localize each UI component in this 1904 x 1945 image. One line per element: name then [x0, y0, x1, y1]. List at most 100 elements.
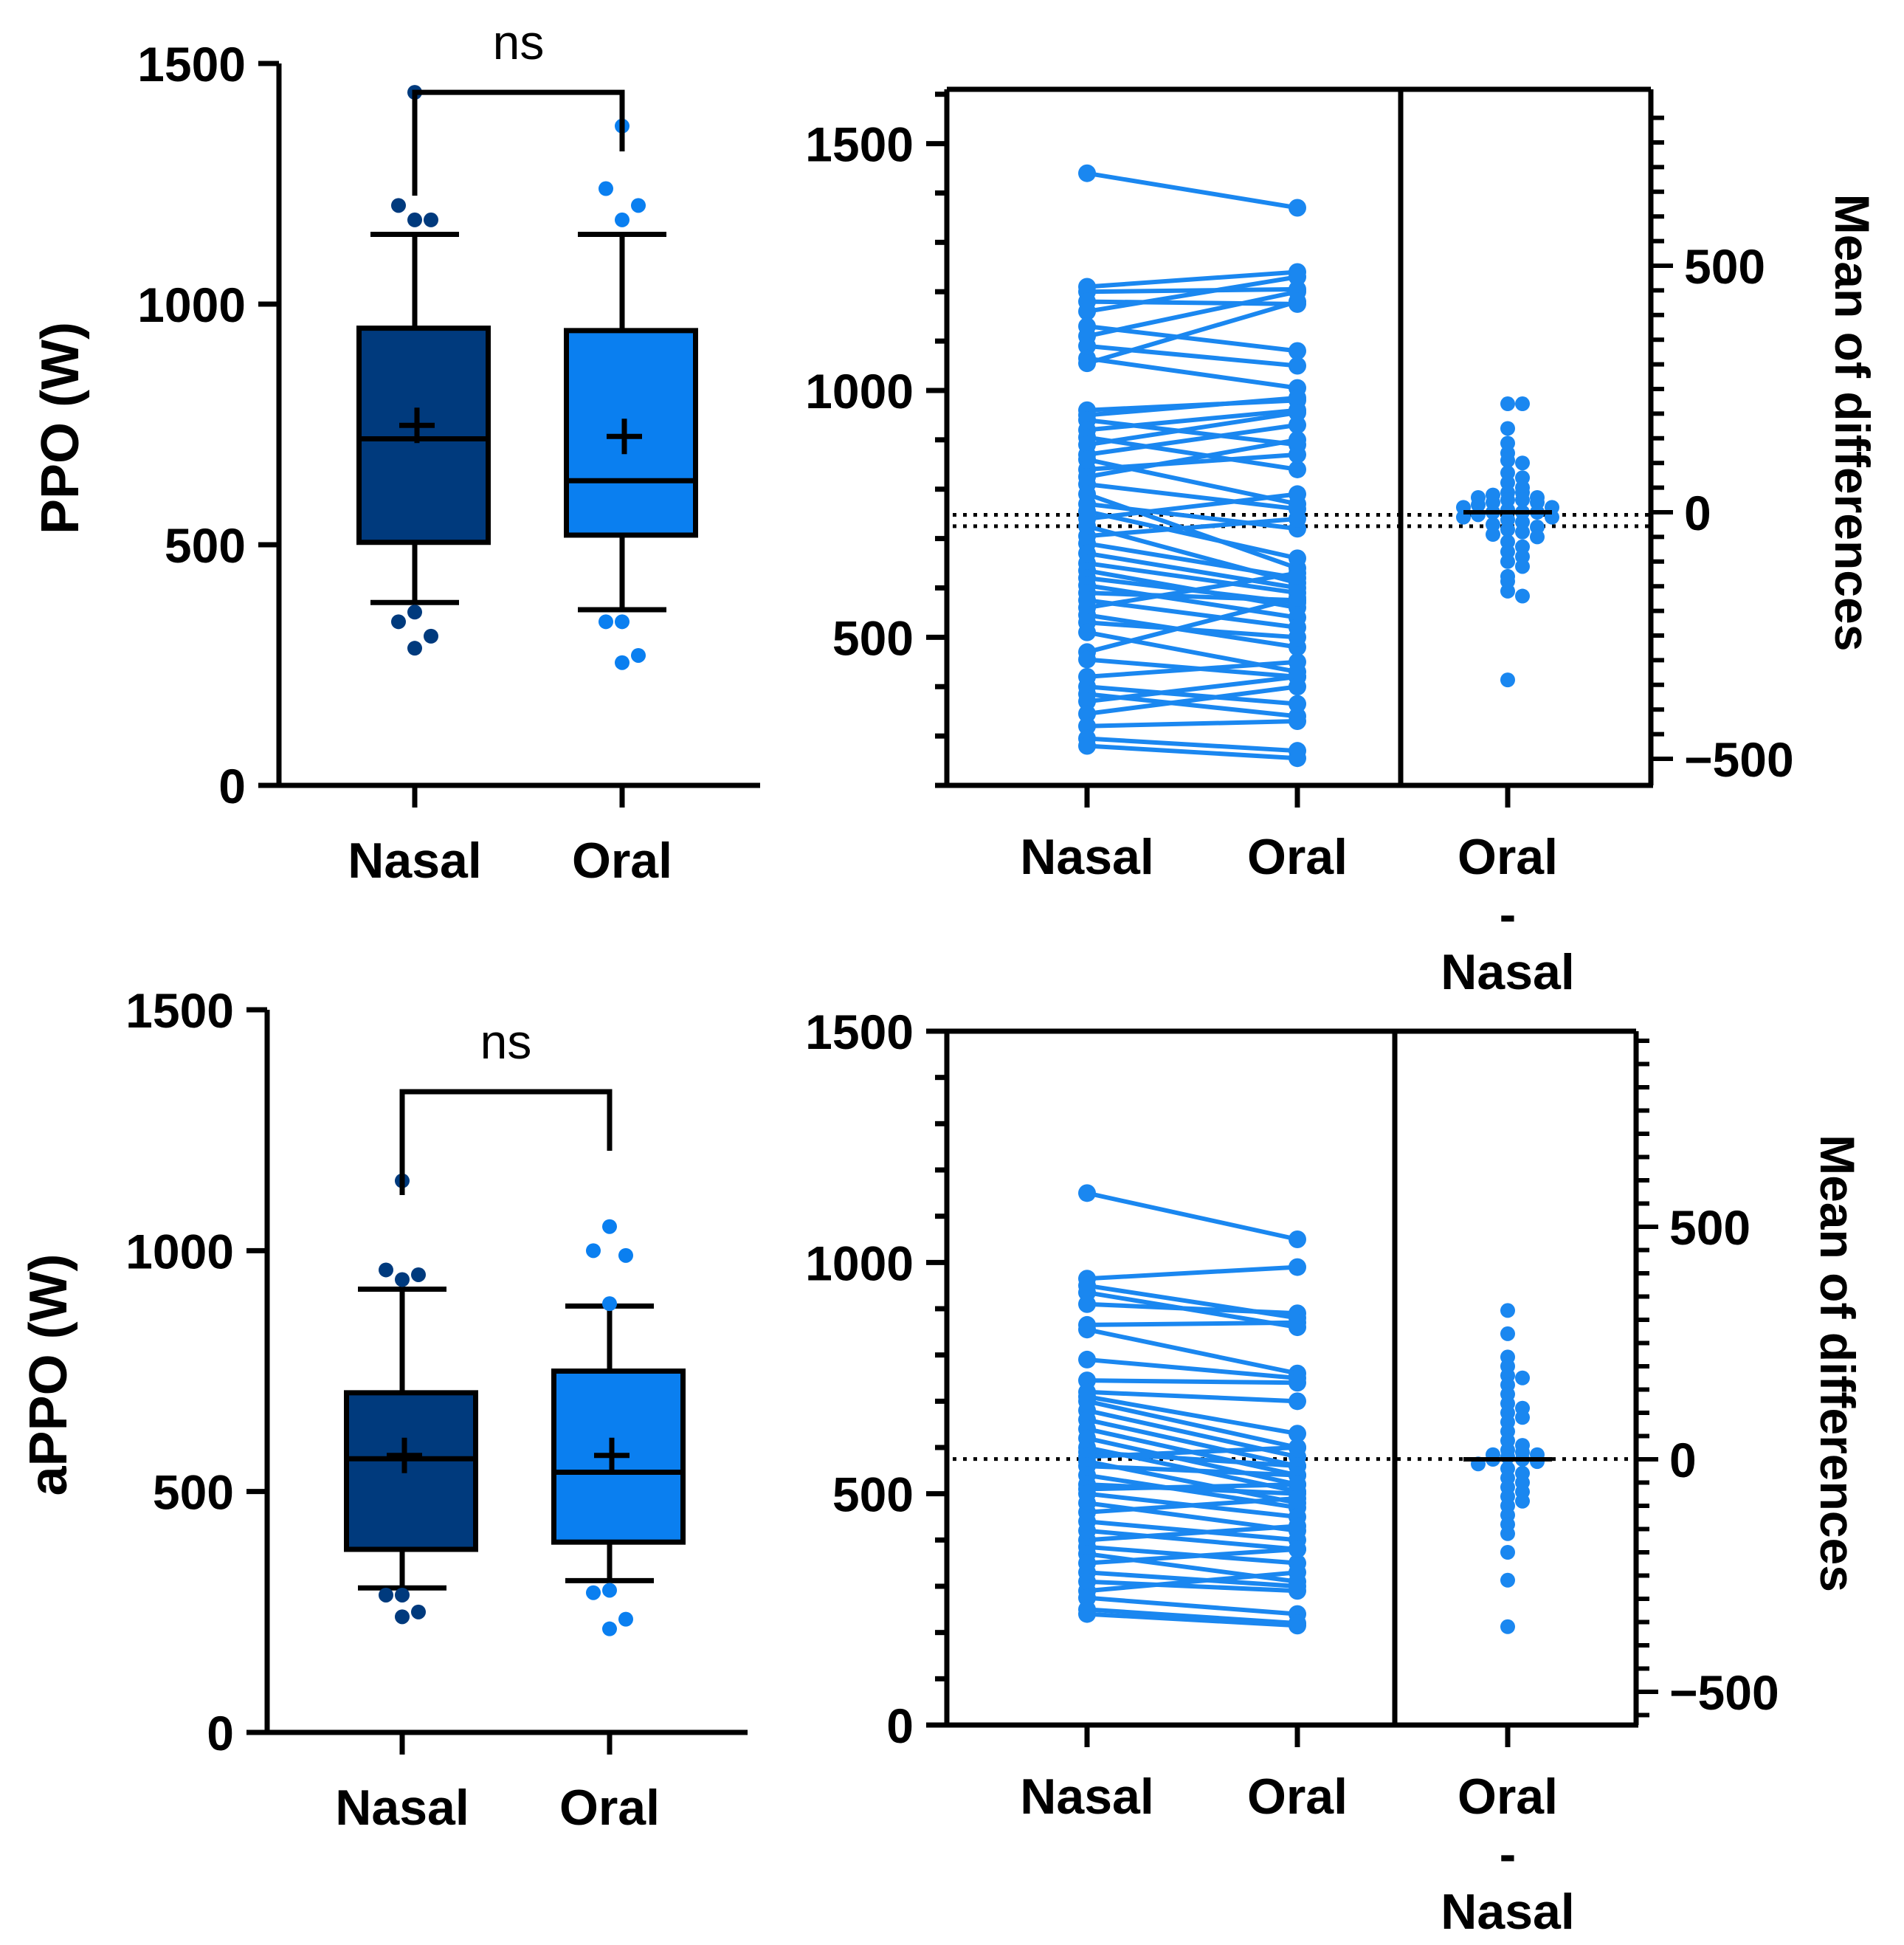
- y-tick-label: 500: [832, 610, 914, 665]
- right-axis-title: Mean of differences: [1810, 1135, 1865, 1592]
- oral-point: [1289, 749, 1306, 768]
- difference-point: [1500, 452, 1515, 468]
- outlier-point: [411, 1267, 426, 1282]
- x-tick-label: Oral: [1458, 1769, 1558, 1825]
- paired-line: [1086, 1191, 1298, 1242]
- oral-point: [1289, 199, 1306, 217]
- difference-point: [1515, 396, 1530, 412]
- outlier-point: [586, 1585, 601, 1600]
- paired-line: [1086, 595, 1298, 655]
- oral-point: [1289, 342, 1306, 360]
- right-tick-label: −500: [1684, 732, 1794, 787]
- difference-point: [1500, 396, 1515, 412]
- paired-line: [1086, 269, 1298, 289]
- difference-point: [1515, 588, 1530, 604]
- outlier-point: [602, 1621, 617, 1636]
- y-tick-label: 500: [165, 518, 246, 573]
- nasal-point: [1078, 692, 1096, 711]
- oral-point: [1289, 549, 1306, 568]
- oral-point: [1289, 404, 1306, 422]
- paired-line: [1086, 356, 1298, 390]
- y-tick-label: 0: [218, 759, 246, 813]
- paired-line: [1086, 1570, 1298, 1594]
- significance-label: ns: [493, 15, 545, 69]
- paired-line: [1086, 1495, 1298, 1515]
- oral-point: [1289, 564, 1306, 582]
- oral-point: [1289, 628, 1306, 647]
- significance-label: ns: [480, 1014, 532, 1069]
- nasal-point: [1078, 1350, 1096, 1369]
- paired-line: [1086, 437, 1298, 479]
- paired-line: [1086, 418, 1298, 447]
- nasal-point: [1078, 737, 1096, 755]
- y-tick-label: 1500: [805, 117, 914, 172]
- y-tick-label: 1000: [805, 1236, 914, 1290]
- difference-point: [1515, 492, 1530, 508]
- paired-line: [1086, 407, 1298, 433]
- difference-point: [1500, 522, 1515, 537]
- nasal-point: [1078, 623, 1096, 641]
- y-tick-label: 0: [207, 1706, 234, 1760]
- outlier-point: [615, 614, 630, 630]
- paired-line: [1086, 482, 1298, 512]
- y-tick-label: 1000: [125, 1224, 234, 1278]
- difference-point: [1471, 507, 1486, 523]
- paired-line: [1086, 620, 1298, 640]
- outlier-point: [615, 655, 630, 670]
- x-tick-label: -: [1500, 1826, 1517, 1882]
- y-tick-label: 1500: [125, 983, 234, 1038]
- oral-point: [1289, 1313, 1306, 1332]
- outlier-point: [602, 1583, 617, 1598]
- oral-point: [1289, 1517, 1306, 1535]
- x-tick-label: Oral: [572, 833, 672, 889]
- outlier-point: [631, 647, 646, 663]
- right-tick-label: 0: [1669, 1433, 1697, 1487]
- outlier-point: [618, 1611, 633, 1627]
- nasal-point: [1078, 1295, 1096, 1313]
- paired-line: [1086, 684, 1298, 706]
- difference-point: [1500, 1526, 1515, 1541]
- nasal-point: [1078, 302, 1096, 320]
- difference-point: [1500, 583, 1515, 599]
- paired-line: [1086, 1611, 1298, 1628]
- paired-line: [1086, 275, 1298, 314]
- oral-point: [1289, 1425, 1306, 1443]
- paired-line: [1086, 171, 1298, 210]
- oral-point: [1289, 1392, 1306, 1411]
- paired-line: [1086, 1357, 1298, 1380]
- x-tick-label: -: [1500, 887, 1517, 943]
- outlier-point: [395, 1609, 410, 1625]
- x-tick-label: Nasal: [335, 1780, 469, 1836]
- paired-line: [1086, 299, 1298, 366]
- ppo_paired-chart: 500 1000 1500 −500 0 500 Mean of differences Na…: [805, 86, 1880, 1000]
- paired-line: [1086, 343, 1298, 368]
- paired-line: [1086, 1417, 1298, 1468]
- y-tick-label: 1000: [137, 278, 246, 332]
- paired-line: [1086, 1394, 1298, 1436]
- outlier-point: [599, 181, 613, 196]
- paired-line: [1086, 1320, 1298, 1327]
- difference-point: [1500, 1572, 1515, 1588]
- paired-line: [1086, 1445, 1298, 1459]
- difference-point: [1515, 1410, 1530, 1425]
- paired-line: [1086, 286, 1298, 295]
- nasal-point: [1078, 354, 1096, 373]
- paired-line: [1086, 1301, 1298, 1316]
- appo_box-chart: 0 500 1000 1500 aPPO (W) Nasal Oral ns: [19, 983, 748, 1836]
- paired-line: [1086, 1524, 1298, 1543]
- difference-point: [1500, 421, 1515, 436]
- difference-point: [1530, 1454, 1545, 1470]
- outlier-point: [407, 641, 422, 656]
- paired-line: [1086, 1327, 1298, 1376]
- paired-line: [1086, 659, 1298, 679]
- paired-line: [1086, 1482, 1298, 1496]
- oral-point: [1289, 1374, 1306, 1392]
- paired-line: [1086, 1264, 1298, 1281]
- oral-point: [1289, 445, 1306, 464]
- appo_paired-chart: 0 500 1000 1500 −500 0 500 Mean of differences N…: [805, 1005, 1865, 1940]
- nasal-point: [1078, 164, 1096, 182]
- oral-point: [1289, 695, 1306, 713]
- paired-line: [1086, 1607, 1298, 1626]
- ppo_box-chart: 0 500 1000 1500 PPO (W) Nasal Oral ns: [31, 15, 760, 889]
- oral-point: [1289, 1617, 1306, 1635]
